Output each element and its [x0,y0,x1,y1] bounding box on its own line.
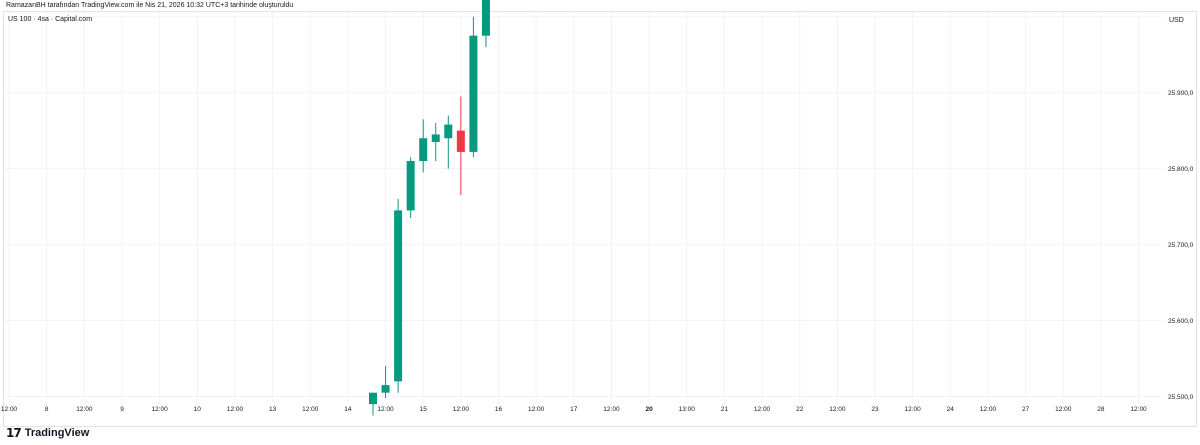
time-tick-label: 13:00 [679,406,696,413]
candle-body [419,138,428,162]
time-tick-label: 12:00 [603,406,620,413]
time-tick-label: 23 [871,406,879,413]
candle-body [381,385,390,393]
time-tick-label: 13 [269,406,277,413]
candle-body [394,210,403,382]
symbol-title[interactable]: US 100 · 4sa · Capital.com [8,16,93,23]
time-tick-label: 12:00 [227,406,244,413]
time-tick-label: 27 [1022,406,1030,413]
time-tick-label: 24 [947,406,955,413]
time-tick-label: 12:00 [302,406,319,413]
time-tick-label: 10 [194,406,202,413]
candle-body [481,0,490,36]
time-tick-label: 15 [420,406,428,413]
tradingview-logo-icon: 17 [6,426,22,440]
candle-body [444,124,453,139]
time-tick-label: 20 [645,406,653,413]
time-tick-label: 22 [796,406,804,413]
currency-label[interactable]: USD [1169,17,1184,24]
time-tick-label: 12:00 [905,406,922,413]
price-tick-label: 25.500,0 [1168,394,1194,401]
chart-caption: RamazanBH tarafından TradingView.com ile… [6,2,294,9]
candles [369,0,490,416]
candle-body [456,130,465,152]
grid [4,12,1162,404]
candle-body [431,134,440,143]
time-tick-label: 8 [45,406,49,413]
tradingview-logo-text: TradingView [24,427,90,439]
price-tick-label: 25.800,0 [1168,166,1194,173]
time-tick-label: 12:00 [1055,406,1072,413]
price-tick-label: 25.900,0 [1168,90,1194,97]
time-tick-label: 12:00 [528,406,545,413]
time-tick-label: 12:00 [754,406,771,413]
chart-pane[interactable] [3,11,1197,427]
time-tick-label: 9 [120,406,124,413]
time-tick-label: 12:00 [377,406,394,413]
price-tick-label: 25.600,0 [1168,318,1194,325]
time-tick-label: 12:00 [980,406,997,413]
price-axis: 25.900,0 25.800,0 25.700,0 25.600,0 25.500,0 [1168,90,1194,401]
time-tick-label: 12:00 [1,406,18,413]
time-tick-label: 12:00 [1130,406,1147,413]
time-tick-label: 21 [721,406,729,413]
time-tick-label: 12:00 [76,406,93,413]
tradingview-logo[interactable]: 17 TradingView [6,426,89,440]
time-tick-label: 17 [570,406,578,413]
time-tick-label: 12:00 [829,406,846,413]
price-tick-label: 25.700,0 [1168,242,1194,249]
time-tick-label: 14 [344,406,352,413]
time-axis: 12:00 8 12:00 9 12:00 10 12:00 13 12:00 14 12:00 15… [1,406,1147,413]
candle-body [369,392,377,405]
time-tick-label: 12:00 [453,406,470,413]
candle-body [406,161,415,211]
time-tick-label: 16 [495,406,503,413]
candle-body [469,35,478,152]
time-tick-label: 28 [1097,406,1105,413]
time-tick-label: 12:00 [152,406,169,413]
